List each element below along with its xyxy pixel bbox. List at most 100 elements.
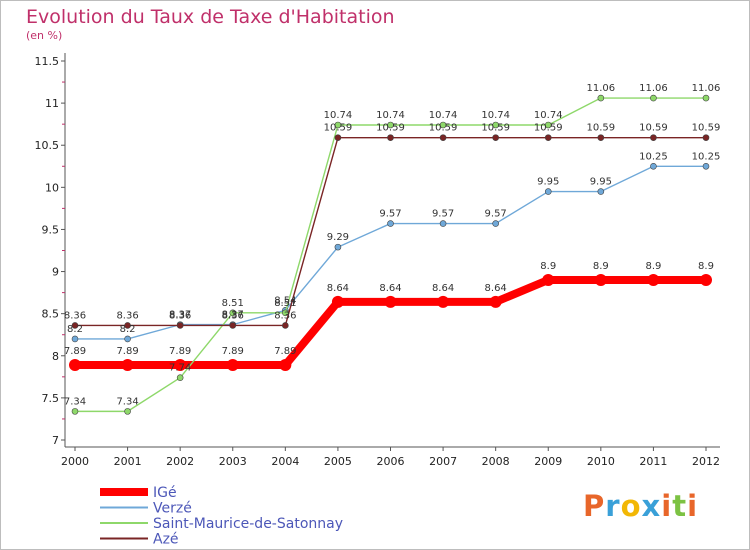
data-label: 8.2	[120, 324, 136, 335]
y-tick-label: 7	[52, 434, 59, 447]
data-label: 7.89	[64, 346, 86, 357]
y-tick-label: 8.5	[42, 308, 60, 321]
logo-letter: i	[661, 489, 673, 523]
data-labels: 7.89 7.89 7.89 7.89 7.89 8.64 8.64 8.64 8.64 8.9 8…	[64, 83, 720, 407]
data-point	[334, 134, 342, 141]
legend-label: IGé	[153, 485, 177, 501]
data-label: 11.06	[692, 83, 721, 94]
data-point	[387, 220, 394, 227]
data-point	[71, 335, 79, 343]
data-label: 9.29	[327, 232, 349, 243]
series-0	[69, 273, 712, 372]
data-label: 9.57	[432, 209, 454, 220]
x-tick-label: 2004	[271, 455, 299, 468]
logo-letter: o	[620, 489, 642, 523]
data-label: 10.59	[639, 123, 668, 134]
data-point	[124, 408, 131, 415]
data-point	[544, 188, 552, 195]
data-label: 10.59	[376, 123, 405, 134]
x-tick-label: 2001	[114, 455, 142, 468]
data-label: 10.59	[587, 123, 616, 134]
data-label: 11.06	[639, 83, 668, 94]
data-label: 8.9	[645, 261, 661, 272]
data-label: 8.51	[274, 298, 296, 309]
data-label: 7.34	[116, 396, 138, 407]
axes: 7 7.5 8 8.5 9 9.5 10 10.5 11 11.5 2000 2001 2002 2003…	[35, 53, 720, 468]
data-label: 7.89	[222, 346, 244, 357]
series-3	[71, 134, 710, 329]
legend-swatch	[100, 506, 148, 509]
y-tick-label: 8	[52, 350, 59, 363]
data-point	[702, 162, 710, 170]
data-point	[387, 134, 394, 141]
data-label: 10.59	[429, 123, 458, 134]
x-tick-label: 2007	[429, 455, 457, 468]
data-label: 8.36	[116, 310, 138, 321]
data-label: 10.74	[429, 110, 458, 121]
data-label: 10.74	[481, 110, 510, 121]
data-label: 10.74	[376, 110, 405, 121]
data-point	[492, 220, 499, 227]
data-label: 8.64	[327, 283, 349, 294]
data-point	[174, 359, 187, 372]
data-point	[229, 322, 237, 329]
y-tick-label: 9.5	[42, 223, 60, 236]
proxiti-logo: Proxiti	[583, 489, 698, 523]
data-point	[702, 134, 710, 141]
y-tick-label: 11	[45, 97, 59, 110]
x-tick-label: 2002	[166, 455, 194, 468]
data-label: 11.06	[587, 83, 616, 94]
data-label: 8.54	[274, 295, 296, 306]
data-point	[121, 359, 134, 372]
y-tick-label: 9	[52, 266, 59, 279]
data-label: 10.74	[324, 110, 353, 121]
data-point	[384, 295, 397, 308]
series-2	[71, 94, 710, 415]
data-point	[71, 408, 79, 415]
data-point	[226, 359, 239, 372]
y-tick-label: 10.5	[35, 139, 60, 152]
data-label: 10.59	[534, 123, 563, 134]
data-label: 7.89	[169, 346, 191, 357]
data-point	[176, 322, 184, 329]
legend-swatch	[100, 522, 148, 524]
data-point	[647, 273, 660, 286]
series-1	[71, 162, 710, 343]
data-point	[650, 134, 657, 141]
data-label: 8.36	[222, 310, 244, 321]
chart-title: Evolution du Taux de Taxe d'Habitation	[26, 6, 395, 28]
data-label: 8.36	[64, 310, 86, 321]
data-point	[594, 273, 607, 286]
data-label: 8.37	[222, 310, 244, 321]
legend-label: Saint-Maurice-de-Satonnay	[153, 516, 343, 532]
data-point	[489, 295, 502, 308]
data-point	[279, 359, 292, 372]
data-label: 10.59	[324, 123, 353, 134]
data-point	[124, 322, 131, 329]
data-label: 10.25	[692, 151, 721, 162]
data-point	[597, 94, 605, 102]
x-tick-label: 2000	[61, 455, 89, 468]
data-point	[69, 359, 81, 372]
logo-letter: t	[672, 489, 688, 523]
data-point	[387, 121, 394, 129]
data-label: 8.36	[169, 310, 191, 321]
data-point	[544, 134, 552, 141]
x-tick-label: 2006	[377, 455, 405, 468]
series-lines	[69, 94, 712, 415]
data-label: 8.64	[379, 283, 401, 294]
logo-letter: i	[687, 489, 699, 523]
data-label: 8.9	[540, 261, 556, 272]
data-point	[650, 162, 657, 170]
logo-letter: r	[605, 489, 621, 523]
data-point	[597, 188, 605, 195]
data-label: 8.9	[698, 261, 714, 272]
logo-letter: P	[583, 489, 606, 523]
data-label: 7.34	[64, 396, 86, 407]
legend-label: Verzé	[153, 501, 192, 517]
data-label: 10.74	[534, 110, 563, 121]
x-tick-label: 2009	[534, 455, 562, 468]
y-tick-label: 7.5	[42, 392, 60, 405]
data-point	[334, 121, 342, 129]
